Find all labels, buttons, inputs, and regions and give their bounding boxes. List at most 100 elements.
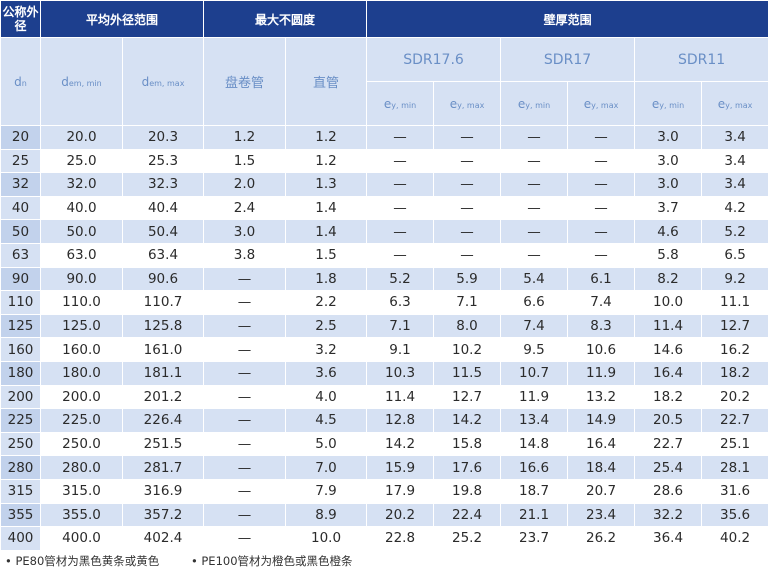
header-ey-min: ey, min — [367, 82, 434, 126]
table-cell: — — [367, 220, 434, 244]
table-cell: — — [434, 149, 501, 173]
row-dn-cell: 110 — [1, 291, 41, 315]
table-cell: — — [501, 196, 568, 220]
table-cell: — — [367, 149, 434, 173]
table-cell: 250.0 — [41, 432, 123, 456]
table-cell: 11.1 — [702, 291, 768, 315]
table-cell: 13.2 — [568, 385, 635, 409]
table-cell: 18.2 — [635, 385, 702, 409]
table-cell: — — [434, 173, 501, 197]
table-cell: — — [501, 220, 568, 244]
table-cell: — — [501, 126, 568, 150]
table-cell: — — [367, 196, 434, 220]
table-cell: 22.4 — [434, 503, 501, 527]
row-dn-cell: 90 — [1, 267, 41, 291]
table-cell: — — [501, 243, 568, 267]
header-mean-outer-diameter: 平均外径范围 — [41, 1, 204, 38]
footnote-pe80: • PE80管材为黑色黄条或黄色 — [5, 554, 159, 568]
row-dn-cell: 355 — [1, 503, 41, 527]
table-cell: 181.1 — [123, 361, 204, 385]
table-cell: 9.1 — [367, 338, 434, 362]
table-cell: 2.0 — [204, 173, 286, 197]
row-dn-cell: 400 — [1, 527, 41, 551]
table-cell: 16.6 — [501, 456, 568, 480]
table-cell: 90.0 — [41, 267, 123, 291]
table-cell: — — [204, 267, 286, 291]
table-cell: — — [204, 479, 286, 503]
table-cell: 17.9 — [367, 479, 434, 503]
table-cell: 18.7 — [501, 479, 568, 503]
table-cell: 357.2 — [123, 503, 204, 527]
table-cell: 3.6 — [286, 361, 367, 385]
table-cell: 16.4 — [635, 361, 702, 385]
table-cell: 10.6 — [568, 338, 635, 362]
table-cell: 5.8 — [635, 243, 702, 267]
table-cell: 11.9 — [501, 385, 568, 409]
table-cell: 3.4 — [702, 126, 768, 150]
table-cell: 355.0 — [41, 503, 123, 527]
header-nominal-diameter: 公称外径 — [1, 1, 41, 38]
table-cell: 7.9 — [286, 479, 367, 503]
header-dn: dn — [1, 38, 41, 126]
table-cell: 201.2 — [123, 385, 204, 409]
table-cell: 1.3 — [286, 173, 367, 197]
table-cell: 8.2 — [635, 267, 702, 291]
table-cell: 63.4 — [123, 243, 204, 267]
table-cell: 17.6 — [434, 456, 501, 480]
table-cell: 160.0 — [41, 338, 123, 362]
table-cell: 20.2 — [367, 503, 434, 527]
table-cell: 5.2 — [702, 220, 768, 244]
table-cell: 23.4 — [568, 503, 635, 527]
table-cell: 225.0 — [41, 409, 123, 433]
table-cell: 3.0 — [635, 173, 702, 197]
table-cell: 7.4 — [568, 291, 635, 315]
table-cell: 20.0 — [41, 126, 123, 150]
table-cell: 6.1 — [568, 267, 635, 291]
table-cell: — — [204, 385, 286, 409]
table-cell: 20.7 — [568, 479, 635, 503]
table-cell: — — [204, 409, 286, 433]
table-cell: 110.7 — [123, 291, 204, 315]
table-cell: 1.4 — [286, 196, 367, 220]
table-cell: 14.9 — [568, 409, 635, 433]
table-cell: 1.2 — [286, 149, 367, 173]
table-cell: 400.0 — [41, 527, 123, 551]
table-cell: 8.3 — [568, 314, 635, 338]
table-cell: 1.8 — [286, 267, 367, 291]
table-cell: 28.6 — [635, 479, 702, 503]
row-dn-cell: 125 — [1, 314, 41, 338]
table-cell: 226.4 — [123, 409, 204, 433]
table-cell: 14.2 — [367, 432, 434, 456]
header-ey-min: ey, min — [635, 82, 702, 126]
table-cell: 180.0 — [41, 361, 123, 385]
row-dn-cell: 160 — [1, 338, 41, 362]
table-cell: 40.2 — [702, 527, 768, 551]
table-cell: 1.5 — [286, 243, 367, 267]
header-ey-max: ey, max — [568, 82, 635, 126]
footnote-row: • PE80管材为黑色黄条或黄色 • PE100管材为橙色或黑色橙条 — [1, 550, 768, 571]
table-cell: 5.4 — [501, 267, 568, 291]
header-sdr17-6: SDR17.6 — [367, 38, 501, 82]
table-cell: — — [367, 173, 434, 197]
table-cell: 3.8 — [204, 243, 286, 267]
table-cell: 7.1 — [434, 291, 501, 315]
table-cell: 1.2 — [204, 126, 286, 150]
table-cell: 125.0 — [41, 314, 123, 338]
table-cell: 25.0 — [41, 149, 123, 173]
table-cell: 3.0 — [635, 149, 702, 173]
table-cell: 25.4 — [635, 456, 702, 480]
table-cell: 28.1 — [702, 456, 768, 480]
